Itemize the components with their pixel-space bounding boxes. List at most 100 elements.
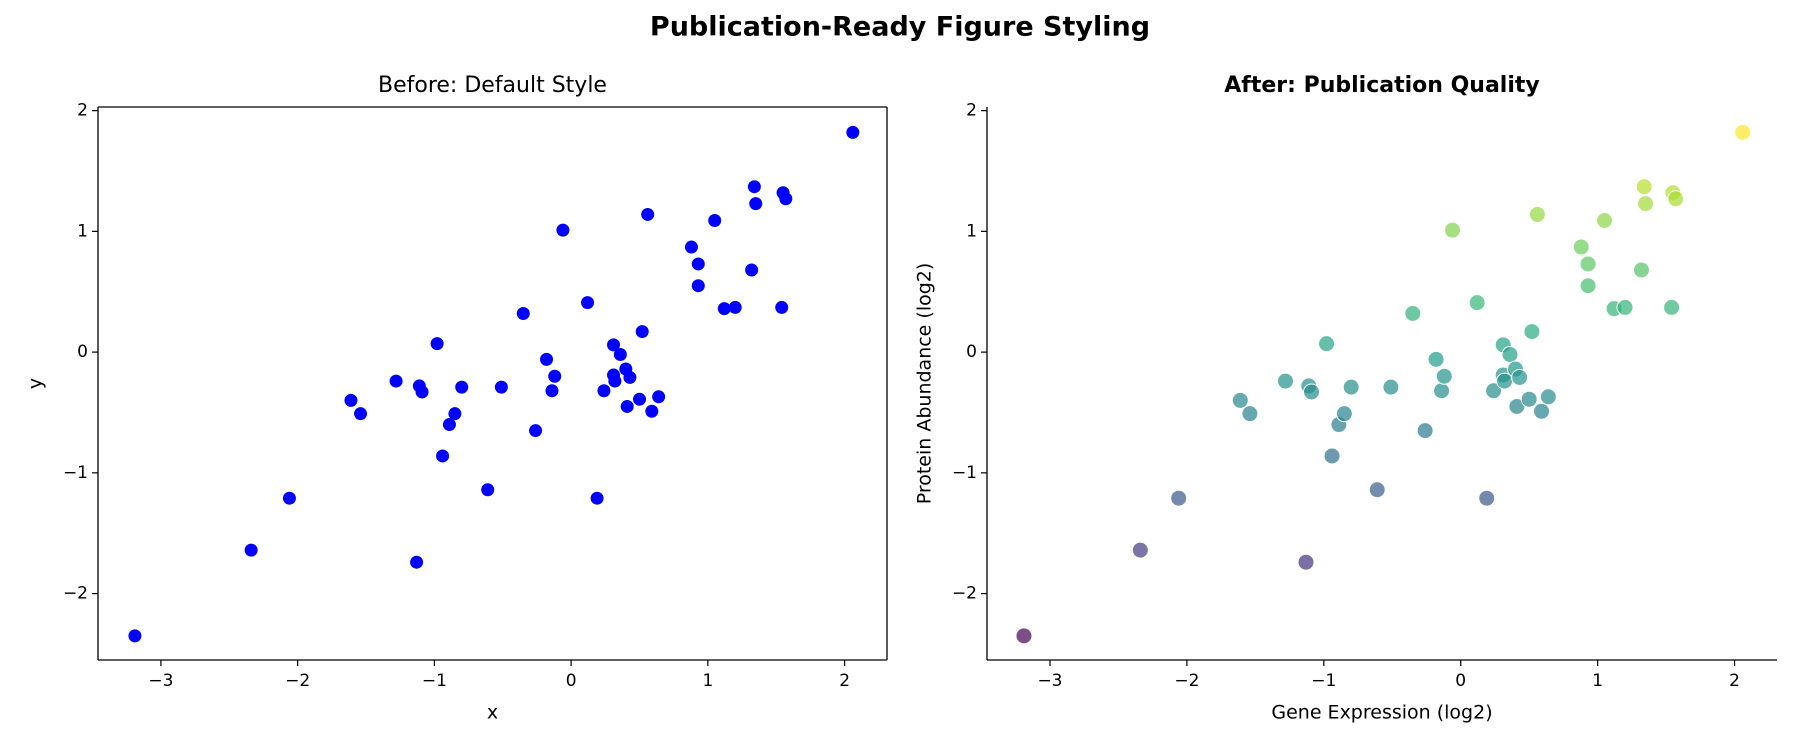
- point: [344, 393, 358, 407]
- point: [645, 404, 659, 418]
- point: [1297, 553, 1315, 571]
- y-tick-label: −1: [952, 463, 977, 483]
- point: [481, 483, 495, 497]
- point: [1231, 391, 1249, 409]
- point: [1435, 367, 1453, 385]
- point: [1444, 221, 1462, 239]
- point: [1382, 378, 1400, 396]
- x-tick-label: −3: [1037, 671, 1062, 691]
- point: [455, 380, 469, 394]
- y-tick-label: −1: [63, 463, 88, 483]
- point: [846, 125, 860, 139]
- point: [1528, 205, 1546, 223]
- point: [1667, 190, 1685, 208]
- point: [581, 296, 595, 310]
- subplot-title: After: Publication Quality: [1224, 73, 1540, 98]
- point: [684, 240, 698, 254]
- point: [1616, 298, 1634, 316]
- point: [708, 213, 722, 227]
- point: [442, 418, 456, 432]
- point: [745, 263, 759, 277]
- point: [1342, 378, 1360, 396]
- y-tick-label: 0: [77, 342, 88, 362]
- point: [1501, 346, 1519, 364]
- y-tick-label: 2: [77, 101, 88, 121]
- point: [548, 369, 562, 383]
- point: [623, 370, 637, 384]
- point: [597, 384, 611, 398]
- point: [436, 449, 450, 463]
- point: [641, 207, 655, 221]
- point: [410, 555, 424, 569]
- y-tick-label: 1: [77, 221, 88, 241]
- point: [1478, 489, 1496, 507]
- point: [415, 385, 429, 399]
- point: [494, 380, 508, 394]
- point: [1523, 323, 1541, 341]
- point: [1131, 541, 1149, 559]
- y-axis-label: Protein Abundance (log2): [914, 263, 936, 505]
- point: [1302, 383, 1320, 401]
- x-axis-label: x: [487, 702, 498, 724]
- point: [779, 192, 793, 206]
- point: [1335, 405, 1353, 423]
- point: [545, 384, 559, 398]
- point: [1485, 382, 1503, 400]
- point: [1404, 304, 1422, 322]
- point: [1595, 211, 1613, 229]
- x-tick-label: 2: [839, 671, 850, 691]
- x-tick-label: −1: [422, 671, 447, 691]
- x-tick-label: −3: [148, 671, 173, 691]
- point: [1368, 481, 1386, 499]
- point: [620, 399, 634, 413]
- point: [1416, 422, 1434, 440]
- point: [1539, 388, 1557, 406]
- point: [1572, 238, 1590, 256]
- point: [448, 407, 462, 421]
- point: [1637, 195, 1655, 213]
- x-tick-label: 2: [1729, 671, 1740, 691]
- point: [635, 325, 649, 339]
- point: [607, 338, 621, 352]
- y-tick-label: 0: [966, 342, 977, 362]
- x-tick-label: 0: [1455, 671, 1466, 691]
- point: [1635, 178, 1653, 196]
- point: [1427, 350, 1445, 368]
- point: [244, 543, 258, 557]
- point: [749, 197, 763, 211]
- point: [1734, 123, 1752, 141]
- point: [1323, 447, 1341, 465]
- point: [608, 374, 622, 388]
- point: [1276, 372, 1294, 390]
- point: [1241, 405, 1259, 423]
- y-tick-label: −2: [952, 584, 977, 604]
- y-tick-label: 2: [966, 101, 977, 121]
- subplot-title: Before: Default Style: [378, 73, 607, 98]
- point: [728, 300, 742, 314]
- point: [691, 279, 705, 293]
- point: [1632, 261, 1650, 279]
- x-tick-label: 0: [566, 671, 577, 691]
- y-tick-label: −2: [63, 584, 88, 604]
- point: [516, 306, 530, 320]
- point: [590, 491, 604, 505]
- point: [1533, 402, 1551, 420]
- point: [1468, 294, 1486, 312]
- point: [717, 302, 731, 316]
- point: [691, 257, 705, 271]
- point: [747, 180, 761, 194]
- point: [540, 352, 554, 366]
- point: [128, 629, 142, 643]
- point: [775, 300, 789, 314]
- point: [652, 390, 666, 404]
- point: [632, 392, 646, 406]
- point: [430, 337, 444, 351]
- point: [1433, 382, 1451, 400]
- point: [1579, 277, 1597, 295]
- point: [1170, 489, 1188, 507]
- point: [556, 223, 570, 237]
- point: [613, 348, 627, 362]
- x-tick-label: 1: [702, 671, 713, 691]
- y-axis-label: y: [25, 378, 47, 389]
